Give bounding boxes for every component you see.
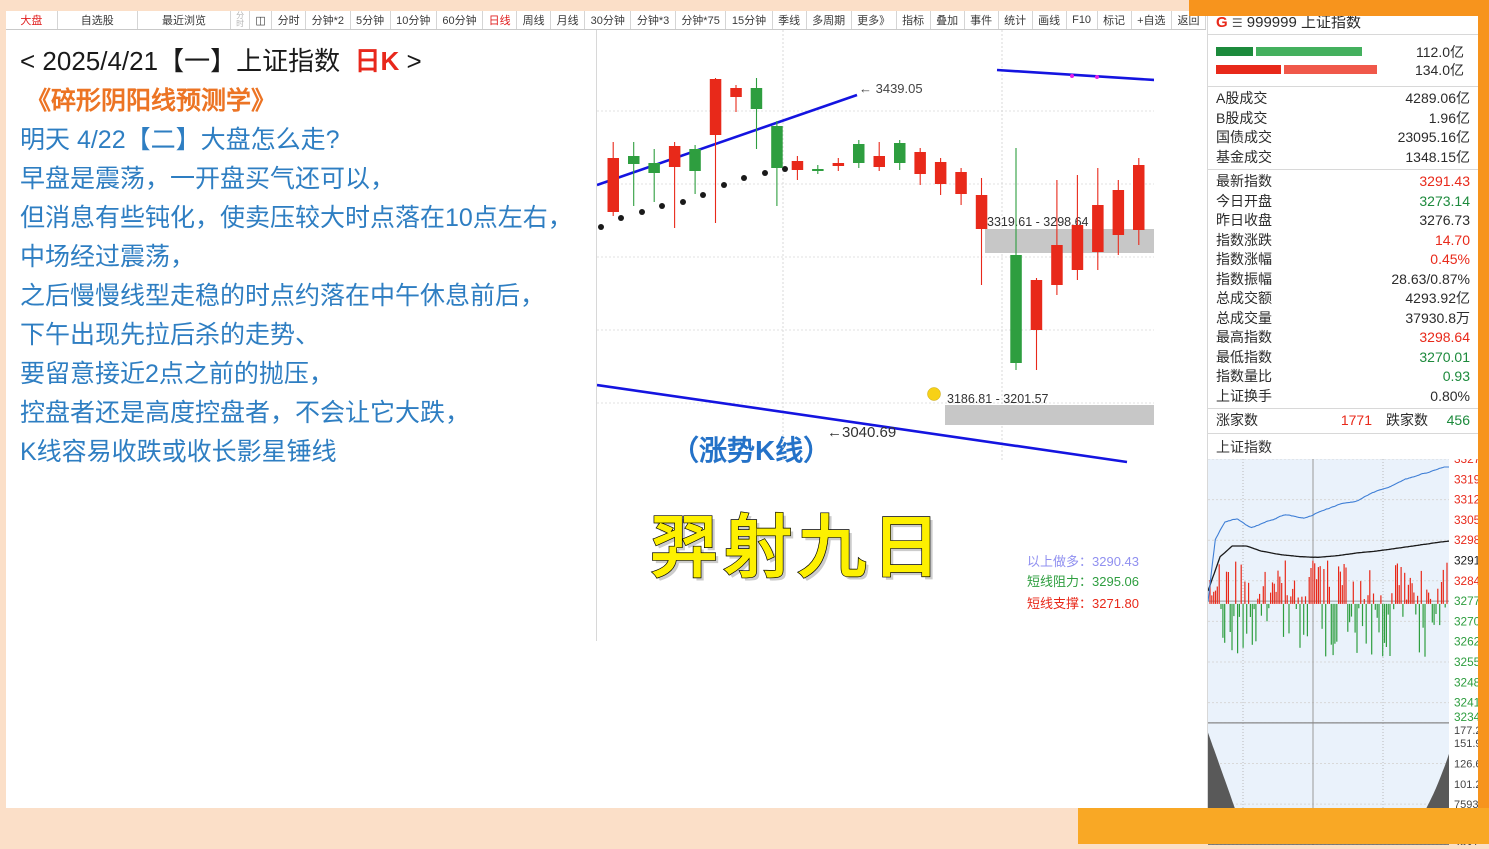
svg-text:3262: 3262	[1454, 634, 1479, 648]
svg-text:3255: 3255	[1454, 655, 1479, 669]
svg-text:3284: 3284	[1454, 573, 1479, 587]
svg-text:151.9万: 151.9万	[1454, 738, 1479, 750]
svg-text:以上做多：3290.43: 以上做多：3290.43	[1027, 554, 1139, 569]
svg-text:3327: 3327	[1454, 459, 1479, 466]
svg-text:3234: 3234	[1454, 710, 1479, 724]
svg-text:← 3439.05: ← 3439.05	[859, 81, 923, 96]
svg-text:3312: 3312	[1454, 492, 1479, 506]
svg-text:3291: 3291	[1454, 553, 1479, 567]
svg-text:3298: 3298	[1454, 533, 1479, 547]
svg-text:←3040.69: ←3040.69	[827, 424, 896, 441]
svg-text:101.2万: 101.2万	[1454, 778, 1479, 790]
svg-text:3241: 3241	[1454, 695, 1479, 709]
svg-text:3248: 3248	[1454, 675, 1479, 689]
svg-text:3277: 3277	[1454, 594, 1479, 608]
svg-text:3305: 3305	[1454, 512, 1479, 526]
svg-text:短线支撑：3271.80: 短线支撑：3271.80	[1027, 596, 1139, 611]
svg-text:3186.81 - 3201.57: 3186.81 - 3201.57	[947, 392, 1049, 406]
svg-text:3270: 3270	[1454, 614, 1479, 628]
svg-text:177.2万: 177.2万	[1454, 725, 1479, 737]
svg-text:短线阻力：3295.06: 短线阻力：3295.06	[1027, 574, 1139, 589]
svg-text:126.6万: 126.6万	[1454, 758, 1479, 770]
svg-text:3319: 3319	[1454, 472, 1479, 486]
